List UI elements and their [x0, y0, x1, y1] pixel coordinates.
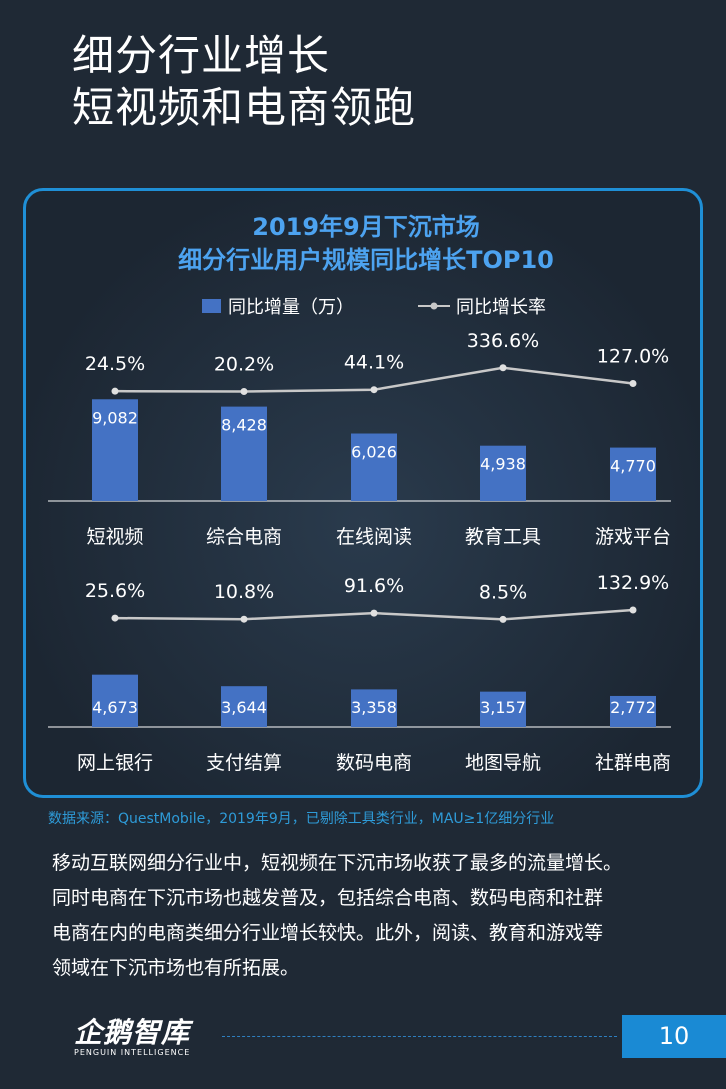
growth-rate-marker [629, 606, 637, 614]
bar [351, 433, 397, 501]
bar-value-label: 2,772 [610, 698, 656, 717]
bar-value-label: 3,157 [480, 698, 526, 717]
data-source-note: 数据来源：QuestMobile，2019年9月，已剔除工具类行业，MAU≥1亿… [48, 811, 555, 827]
page-number: 10 [622, 1015, 726, 1058]
category-label: 数码电商 [336, 752, 412, 774]
growth-rate-label: 91.6% [344, 575, 404, 597]
bar-value-label: 9,082 [92, 408, 138, 427]
category-label: 综合电商 [206, 526, 282, 548]
growth-rate-marker [499, 615, 507, 623]
body-line: 电商在内的电商类细分行业增长较快。此外，阅读、教育和游戏等 [52, 922, 604, 944]
body-line: 领域在下沉市场也有所拓展。 [52, 957, 300, 979]
title-line-2: 短视频和电商领跑 [72, 83, 417, 132]
body-line: 同时电商在下沉市场也越发普及，包括综合电商、数码电商和社群 [52, 887, 604, 909]
growth-rate-label: 20.2% [214, 353, 274, 375]
growth-rate-label: 10.8% [214, 581, 274, 603]
bar-value-label: 4,673 [92, 698, 138, 717]
growth-rate-marker [370, 609, 378, 617]
title-line-1: 细分行业增长 [72, 31, 331, 80]
chart-title-line: 2019年9月下沉市场 [252, 213, 480, 241]
footer-divider [222, 1036, 617, 1037]
bar [480, 445, 526, 501]
bar [610, 447, 656, 501]
bar [351, 689, 397, 727]
legend-line-label: 同比增长率 [456, 297, 546, 318]
logo-wordmark: 企鹅智库 [74, 1016, 191, 1049]
growth-rate-marker [111, 614, 119, 622]
chart-panel: 2019年9月下沉市场细分行业用户规模同比增长TOP10 同比增量（万） 同比增长率… [23, 188, 703, 798]
bar [480, 691, 526, 727]
bar-value-label: 3,358 [351, 698, 397, 717]
bar-value-label: 4,938 [480, 455, 526, 474]
body-paragraph: 移动互联网细分行业中，短视频在下沉市场收获了最多的流量增长。 同时电商在下沉市场… [52, 846, 702, 986]
legend-bar-swatch [202, 299, 221, 313]
growth-rate-label: 25.6% [85, 580, 145, 602]
growth-rate-label: 8.5% [479, 581, 527, 603]
category-label: 游戏平台 [595, 526, 671, 548]
penguin-intelligence-logo: 企鹅智库 PENGUIN INTELLIGENCE [74, 1011, 204, 1061]
growth-rate-marker [499, 364, 507, 372]
category-label: 地图导航 [465, 752, 541, 774]
growth-rate-marker [111, 387, 119, 395]
bar-value-label: 6,026 [351, 443, 397, 462]
bar [221, 686, 267, 727]
legend-bar-label: 同比增量（万） [228, 297, 354, 318]
category-label: 社群电商 [595, 752, 671, 774]
bar-value-label: 3,644 [221, 698, 267, 717]
category-label: 支付结算 [206, 752, 282, 774]
logo-subtitle: PENGUIN INTELLIGENCE [74, 1048, 191, 1057]
growth-rate-marker [240, 615, 248, 623]
category-label: 在线阅读 [336, 526, 412, 548]
bar [92, 399, 138, 501]
growth-rate-marker [370, 386, 378, 394]
page-title: 细分行业增长 短视频和电商领跑 [72, 30, 416, 134]
bar-value-label: 8,428 [221, 416, 267, 435]
growth-rate-marker [240, 387, 248, 395]
bar [221, 406, 267, 501]
growth-rate-marker [629, 379, 637, 387]
legend-line-marker [430, 302, 438, 310]
bar-value-label: 4,770 [610, 457, 656, 476]
bar [92, 674, 138, 727]
growth-rate-label: 127.0% [597, 345, 669, 367]
chart-title-line: 细分行业用户规模同比增长TOP10 [178, 246, 554, 274]
growth-rate-label: 336.6% [467, 330, 539, 352]
category-label: 短视频 [86, 526, 143, 548]
growth-rate-label: 132.9% [597, 572, 669, 594]
growth-rate-label: 24.5% [85, 353, 145, 375]
category-label: 网上银行 [77, 752, 153, 774]
bar [610, 695, 656, 727]
growth-rate-label: 44.1% [344, 352, 404, 374]
category-label: 教育工具 [465, 526, 541, 548]
body-line: 移动互联网细分行业中，短视频在下沉市场收获了最多的流量增长。 [52, 852, 623, 874]
